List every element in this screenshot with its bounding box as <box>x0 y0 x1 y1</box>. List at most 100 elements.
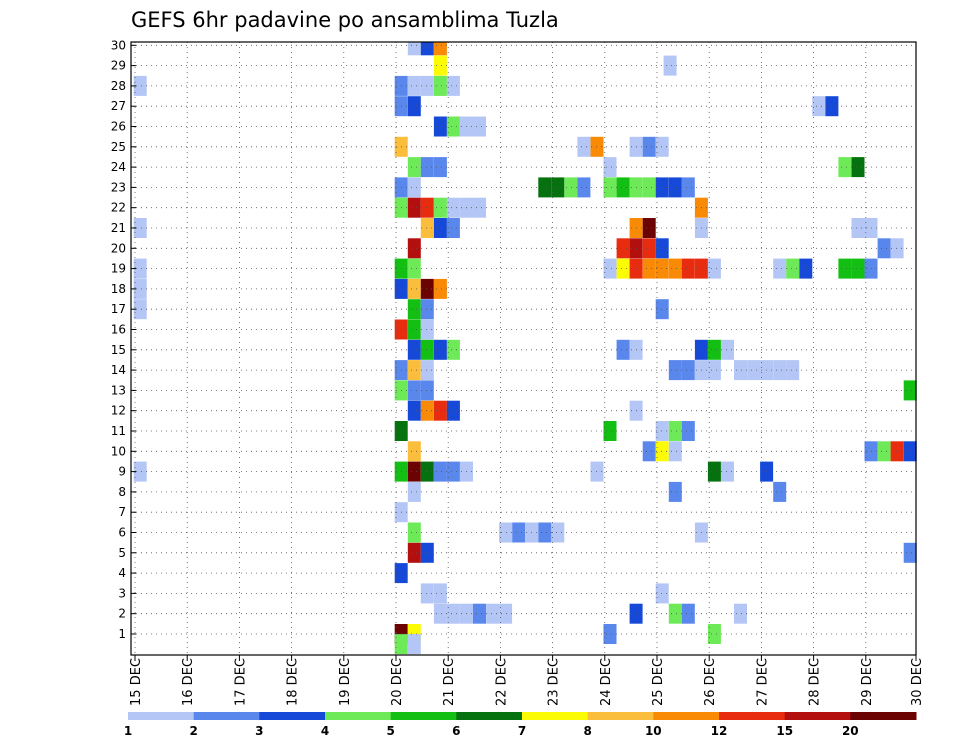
heatmap-cell <box>668 441 682 462</box>
heatmap-cell <box>734 360 747 381</box>
heatmap-cell <box>133 461 147 482</box>
legend-swatch <box>390 712 457 720</box>
heatmap-cell <box>433 278 447 299</box>
heatmap-cell <box>663 55 677 76</box>
y-tick-label: 29 <box>111 59 126 73</box>
heatmap-cell <box>773 481 787 502</box>
legend-label: 6 <box>452 724 460 738</box>
heatmap-cell <box>721 339 734 360</box>
heatmap-cell <box>786 258 800 279</box>
heatmap-cell <box>668 421 682 441</box>
heatmap-cell <box>407 481 421 502</box>
heatmap-cell <box>407 75 421 96</box>
y-tick-label: 14 <box>111 363 126 377</box>
heatmap-cell <box>407 400 421 421</box>
heatmap-cell <box>420 360 434 381</box>
heatmap-cell <box>603 258 617 279</box>
heatmap-cell <box>734 603 747 624</box>
heatmap-cell <box>420 197 434 218</box>
heatmap-cell <box>446 603 460 624</box>
x-tick-label: 23 DEC <box>547 658 562 706</box>
heatmap-cell <box>773 258 787 279</box>
heatmap-cell <box>433 116 447 137</box>
heatmap-cell <box>133 218 147 238</box>
heatmap-cell <box>433 400 447 421</box>
heatmap-cell <box>903 380 917 401</box>
legend-label: 5 <box>387 724 395 738</box>
heatmap-cell <box>786 360 800 381</box>
legend-swatch <box>128 712 195 720</box>
legend-label: 10 <box>645 724 662 738</box>
heatmap-cell <box>394 634 408 655</box>
heatmap-cell <box>446 197 460 218</box>
x-tick-label: 24 DEC <box>599 658 614 706</box>
heatmap-cell <box>616 258 630 279</box>
x-tick-label: 19 DEC <box>338 658 353 706</box>
chart-title: GEFS 6hr padavine po ansamblima Tuzla <box>131 8 559 32</box>
heatmap-cell <box>851 218 865 238</box>
y-tick-label: 8 <box>118 485 126 499</box>
heatmap-cell <box>851 157 865 178</box>
heatmap-cell <box>668 177 682 198</box>
heatmap-cell <box>877 238 891 259</box>
y-tick-label: 17 <box>111 302 126 316</box>
legend-label: 15 <box>776 724 793 738</box>
heatmap-cell <box>799 258 813 279</box>
heatmap-cell <box>433 218 447 238</box>
heatmap-cell <box>446 339 460 360</box>
heatmap-cell <box>407 360 421 381</box>
heatmap-cell <box>420 42 434 56</box>
heatmap-cell <box>473 197 486 218</box>
y-tick-label: 10 <box>111 444 126 458</box>
heatmap-cell <box>420 278 434 299</box>
heatmap-cell <box>407 42 421 56</box>
heatmap-cell <box>407 299 421 320</box>
y-tick-label: 23 <box>111 180 126 194</box>
heatmap-cell <box>446 75 460 96</box>
heatmap-cell <box>655 441 669 462</box>
y-tick-label: 21 <box>111 221 126 235</box>
heatmap-cell <box>668 258 682 279</box>
heatmap-cell <box>603 624 617 644</box>
heatmap-cell <box>747 360 761 381</box>
legend-label: 8 <box>584 724 592 738</box>
heatmap-cell <box>407 96 421 117</box>
heatmap-cell <box>577 177 591 198</box>
y-tick-label: 7 <box>118 505 126 519</box>
heatmap-cell <box>446 400 460 421</box>
heatmap-cell <box>681 421 695 441</box>
heatmap-cell <box>681 177 695 198</box>
y-tick-label: 30 <box>111 38 126 52</box>
x-tick-label: 29 DEC <box>860 658 875 706</box>
x-tick-label: 22 DEC <box>494 658 509 706</box>
x-tick-label: 26 DEC <box>703 658 718 706</box>
heatmap-cell <box>407 157 421 178</box>
legend-swatch <box>456 712 523 720</box>
heatmap-cell <box>538 522 552 543</box>
heatmap-cell <box>407 177 421 198</box>
heatmap-cell <box>407 634 421 655</box>
y-tick-label: 18 <box>111 282 126 296</box>
heatmap-cell <box>407 258 421 279</box>
legend-label: 20 <box>842 724 859 738</box>
heatmap-cells <box>133 42 917 655</box>
heatmap-cell <box>420 400 434 421</box>
heatmap-cell <box>433 603 447 624</box>
heatmap-cell <box>655 299 669 320</box>
heatmap-cell <box>420 461 434 482</box>
heatmap-cell <box>420 75 434 96</box>
heatmap-cell <box>420 380 434 401</box>
heatmap-cell <box>420 542 434 563</box>
heatmap-cell <box>668 360 682 381</box>
heatmap-cell <box>433 157 447 178</box>
heatmap-cell <box>707 461 721 482</box>
heatmap-cell <box>133 299 147 320</box>
y-tick-label: 13 <box>111 383 126 397</box>
heatmap-cell <box>538 177 552 198</box>
heatmap-cell <box>407 238 421 259</box>
heatmap-cell <box>407 461 421 482</box>
y-tick-label: 24 <box>111 160 126 174</box>
legend-swatch <box>719 712 786 720</box>
legend-swatch <box>653 712 720 720</box>
legend-label: 3 <box>255 724 263 738</box>
